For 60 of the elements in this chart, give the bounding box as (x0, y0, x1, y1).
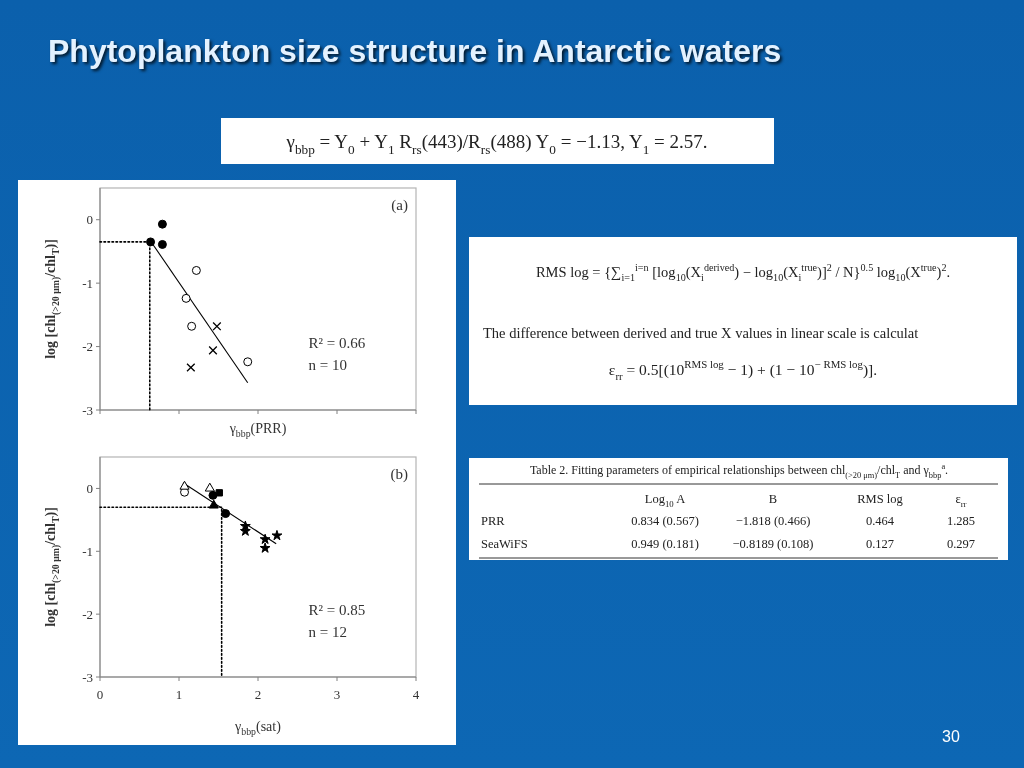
x-tick-label: 1 (175, 687, 183, 702)
y-tick-label: 0 (86, 212, 93, 228)
text: −0.8189 (0.108) (732, 537, 814, 551)
text: Table 2. Fitting parameters of empirical relationships between chl$_{(>20 μm)}$/chl$_{T}$ and γ$_{bbp}$$^{a}$. (529, 461, 949, 480)
point (259, 533, 271, 545)
point (146, 237, 156, 247)
y-tick-label: 0 (86, 480, 93, 496)
point (157, 219, 167, 229)
text: 30 (942, 728, 960, 745)
category-label: PRR (481, 514, 505, 528)
point (208, 345, 218, 355)
text: 0.127 (865, 537, 895, 551)
x-tick-label: 3 (333, 687, 341, 702)
text: RMS log = {∑$_{i=1}$$^{i=n}$ [log$_{10}$(X$_{i}$$^{derived}$) − log$_{10}$(X$_{i}$$^{true}$)]$^{2}$ / N}$^{0.5}$ log$_{10}$(X$^{true}$)$^{2}$. (535, 261, 951, 284)
point (243, 357, 253, 367)
point (215, 489, 223, 497)
category-label: B (768, 492, 778, 506)
annotation: (a) (391, 197, 408, 214)
y-tick-label: -2 (82, 606, 93, 622)
y-tick-label: -1 (82, 275, 93, 291)
point (212, 321, 222, 331)
text: 0.464 (865, 514, 895, 528)
y-tick-label: -3 (82, 402, 93, 418)
point (208, 499, 219, 509)
point (191, 265, 201, 275)
x-axis-title: γ$_{bbp}$(sat) (234, 719, 282, 738)
point (157, 239, 167, 249)
x-tick-label: 2 (254, 687, 262, 702)
category-label: Log$_{10}$ A (644, 492, 686, 509)
point (221, 509, 231, 519)
point (181, 293, 191, 303)
category-label: SeaWiFS (481, 537, 528, 551)
text: 0.949 (0.181) (631, 537, 699, 551)
text: The difference between derived and true X values in linear scale is calculat (483, 325, 919, 341)
x-axis-title: γ$_{bbp}$(PRR) (228, 421, 287, 440)
point (271, 529, 283, 541)
annotation: n = 12 (308, 624, 348, 641)
annotation: R² = 0.85 (308, 602, 366, 619)
point (259, 542, 271, 553)
annotation: (b) (390, 466, 408, 483)
category-label: ε$_{rr}$ (955, 492, 967, 509)
text: Phytoplankton size structure in Antarctic waters (48, 33, 782, 69)
point (187, 321, 197, 331)
annotation: R² = 0.66 (308, 334, 366, 351)
text: γ$_{bbp}$ = Y$_{0}$ + Y$_{1}$ R$_{rs}$(443)/R$_{rs}$(488) Y$_{0}$ = −1.13, Y$_{1}$ = 2.57. (286, 131, 708, 157)
y-tick-label: -3 (82, 669, 93, 685)
x-tick-label: 4 (412, 687, 420, 702)
point (186, 363, 196, 372)
text: −1.818 (0.466) (735, 514, 811, 528)
text: 0.297 (946, 537, 976, 551)
text: 0.834 (0.567) (631, 514, 699, 528)
text: ε$_{rr}$ = 0.5[(10$^{RMS log}$ − 1) + (1 − 10$^{− RMS log}$)]. (608, 358, 878, 382)
x-tick-label: 0 (96, 687, 104, 702)
y-tick-label: -1 (82, 543, 93, 559)
point (179, 480, 190, 490)
point (204, 482, 215, 492)
text: 1.285 (946, 514, 976, 528)
category-label: RMS log (857, 492, 904, 506)
annotation: n = 10 (308, 356, 348, 373)
y-tick-label: -2 (82, 339, 93, 355)
